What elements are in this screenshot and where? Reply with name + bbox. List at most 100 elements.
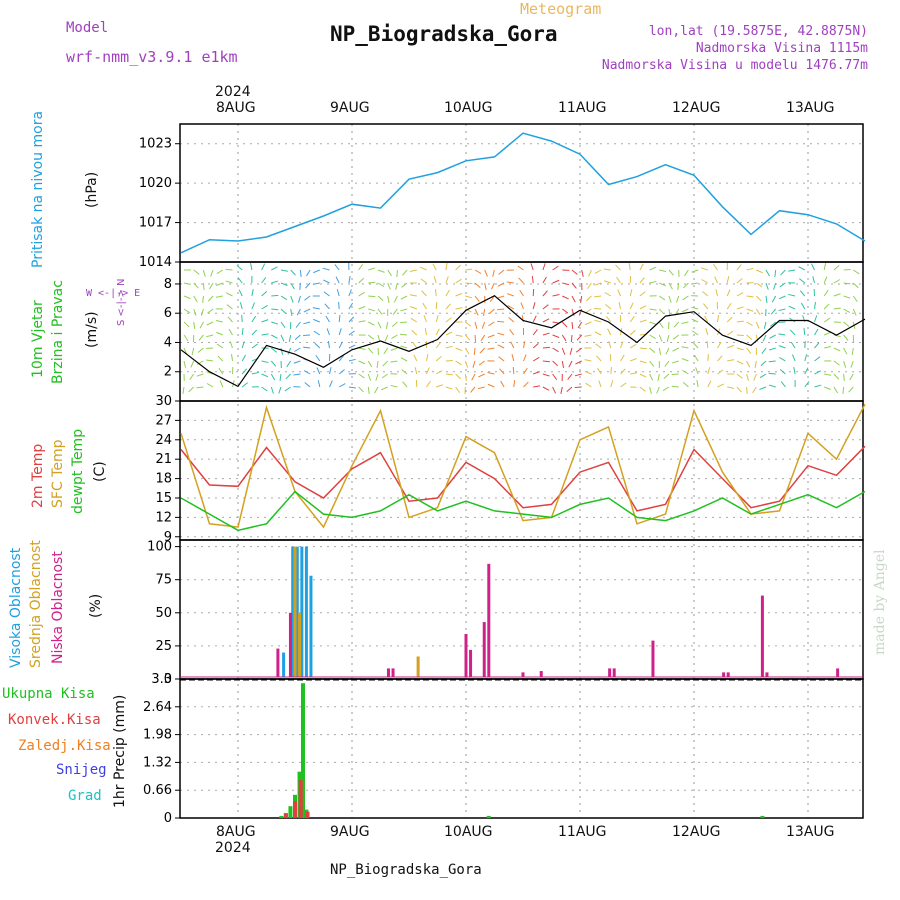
wind-arrow (675, 295, 680, 303)
cloud-bar (722, 672, 726, 677)
wind-arrow (752, 386, 757, 394)
wind-arrow (391, 321, 398, 328)
wind-arrow (474, 308, 479, 316)
wind-arrow (188, 386, 195, 393)
ytick-label: 75 (155, 573, 172, 588)
ytick-label: 0 (164, 811, 172, 826)
wind-arrow (552, 360, 559, 367)
wind-arrow (472, 360, 476, 368)
wind-arrow (325, 315, 330, 323)
wind-arrow (261, 373, 269, 378)
wind-arrow (657, 373, 660, 381)
wind-arrow (422, 302, 427, 310)
cloud-bar (651, 640, 655, 677)
wind-arrow (377, 295, 384, 302)
wind-arrow (303, 308, 311, 313)
wind-arrow (367, 360, 373, 368)
wind-arrow (562, 295, 569, 300)
wind-arrow (768, 360, 776, 363)
wind-arrow (754, 360, 757, 368)
wind-arrow (604, 292, 612, 297)
coordinates: lon,lat (19.5875E, 42.8875N) (648, 24, 868, 39)
wind-arrow (799, 290, 806, 297)
wind-arrow (692, 330, 699, 336)
wind-arrow (229, 341, 233, 349)
wind-arrow (594, 331, 602, 336)
wind-compass: W <-|-> E (86, 288, 141, 299)
cloud-bar (391, 668, 395, 677)
wind-arrow (497, 282, 505, 287)
wind-arrow (315, 354, 321, 362)
wind-arrow (681, 346, 689, 349)
wind-arrow (208, 282, 214, 290)
precip-ylabel: 1hr Precip (mm) (112, 694, 128, 808)
wind-arrow (853, 269, 860, 275)
wind-arrow (285, 373, 292, 380)
bottom-date-label: 8AUG (216, 824, 256, 840)
wind-arrow (197, 347, 204, 353)
wind-arrow (778, 333, 786, 336)
wind-arrow (768, 384, 776, 388)
precip-bar (300, 683, 305, 818)
precip-bar (288, 806, 293, 818)
wind-arrow (368, 267, 376, 271)
wind-arrow (238, 289, 243, 297)
wind-arrow (498, 269, 505, 275)
ytick-label: 3.3 (151, 672, 172, 687)
wind-arrow (520, 302, 524, 310)
wind-arrow (455, 360, 462, 366)
wind-arrow (814, 356, 821, 362)
wind-arrow (578, 308, 583, 316)
wind-arrow (484, 269, 488, 277)
wind-arrow (523, 341, 526, 349)
wind-arrow (455, 307, 463, 310)
wind-arrow (426, 380, 431, 388)
wind-arrow (852, 282, 859, 289)
precip-frozen-label: Zaledj.Kisa (18, 738, 111, 754)
wind-arrow (789, 329, 796, 336)
ytick-label: 24 (155, 433, 172, 448)
wind-arrow (445, 276, 449, 284)
wind-arrow (568, 360, 573, 368)
wind-arrow (375, 373, 379, 381)
wind-arrow (714, 276, 718, 284)
pressure-ylabel: (hPa) (84, 171, 100, 208)
wind-arrow (182, 386, 185, 394)
wind-arrow (392, 308, 398, 315)
wind-arrow (814, 301, 816, 310)
wind-arrow (358, 360, 366, 365)
wind-arrow (523, 354, 527, 362)
wind-arrow (639, 291, 646, 297)
wind-arrow (681, 321, 689, 324)
wind-arrow (683, 282, 689, 289)
wind-arrow (765, 282, 769, 290)
bottom-date-label: 13AUG (786, 824, 835, 840)
wind-arrow (851, 347, 854, 355)
wind-arrow (471, 373, 476, 381)
wind-arrow (423, 315, 427, 323)
wind-arrow (490, 282, 495, 290)
wind-arrow (849, 373, 854, 381)
wind-arrow (202, 269, 206, 277)
wind-arrow (226, 304, 233, 310)
wind-arrow (290, 269, 296, 276)
wind-arrow (691, 318, 699, 323)
precip-snow-label: Snijeg (56, 762, 107, 778)
wind-arrow (241, 368, 248, 375)
wind-arrow (251, 371, 259, 375)
wind-arrow (509, 329, 515, 336)
panel-frame-pressure (179, 123, 864, 263)
wind-arrow (552, 334, 560, 338)
wind-arrow (401, 369, 408, 375)
wind-arrow (823, 289, 829, 297)
wind-arrow (335, 276, 340, 284)
wind-arrow (715, 289, 718, 297)
wind-arrow (705, 328, 709, 336)
wind-arrow (303, 346, 311, 349)
ytick-label: 18 (155, 472, 172, 487)
wind-arrow (629, 289, 633, 297)
ytick-label: 1014 (139, 255, 172, 270)
wind-arrow (261, 277, 267, 284)
wind-arrow (280, 308, 287, 315)
wind-arrow (410, 317, 418, 323)
